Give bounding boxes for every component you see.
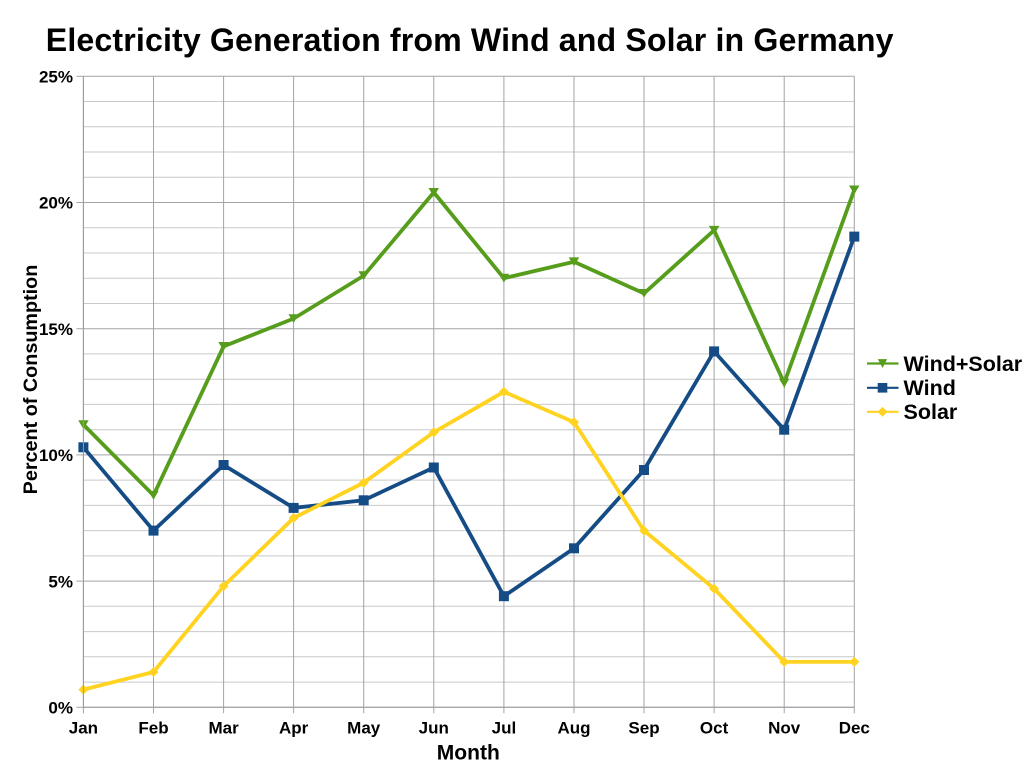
- svg-text:Wind: Wind: [904, 376, 956, 400]
- svg-text:Jan: Jan: [69, 718, 98, 737]
- svg-text:Jul: Jul: [492, 718, 517, 737]
- svg-text:20%: 20%: [39, 194, 73, 213]
- svg-text:Solar: Solar: [904, 400, 958, 424]
- svg-text:Wind+Solar: Wind+Solar: [904, 352, 1023, 376]
- svg-text:Month: Month: [437, 742, 500, 765]
- svg-text:Apr: Apr: [279, 718, 309, 737]
- svg-text:Oct: Oct: [700, 718, 729, 737]
- svg-text:Percent of Consumption: Percent of Consumption: [20, 265, 42, 495]
- svg-text:15%: 15%: [39, 320, 73, 339]
- svg-text:Aug: Aug: [557, 718, 590, 737]
- svg-text:10%: 10%: [39, 446, 73, 465]
- svg-text:Feb: Feb: [138, 718, 168, 737]
- svg-text:5%: 5%: [48, 572, 73, 591]
- svg-text:Nov: Nov: [768, 718, 801, 737]
- svg-text:Electricity Generation from Wi: Electricity Generation from Wind and Sol…: [46, 22, 894, 58]
- svg-text:Dec: Dec: [839, 718, 870, 737]
- svg-text:May: May: [347, 718, 381, 737]
- svg-text:Jun: Jun: [419, 718, 449, 737]
- svg-text:0%: 0%: [48, 699, 73, 718]
- svg-text:25%: 25%: [39, 68, 73, 87]
- svg-text:Mar: Mar: [208, 718, 239, 737]
- svg-text:Sep: Sep: [628, 718, 659, 737]
